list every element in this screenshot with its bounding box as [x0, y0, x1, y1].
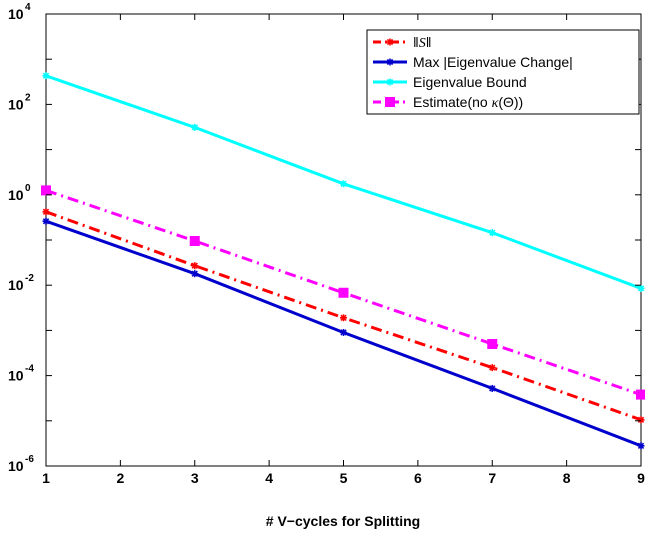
y-tick-base: 10 [8, 96, 24, 112]
legend-entry: Max |Eigenvalue Change| [373, 54, 573, 70]
x-tick-label: 5 [340, 470, 348, 486]
y-tick-exponent: -4 [25, 364, 34, 375]
x-tick-label: 4 [265, 470, 273, 486]
legend-entry: Estimate(no κ(Θ)) [373, 94, 523, 111]
series-2 [42, 72, 645, 292]
legend-box [366, 29, 640, 115]
y-tick-label: 10 -4 [8, 364, 34, 384]
y-tick-base: 10 [8, 6, 24, 22]
data-point [191, 270, 199, 278]
data-point [340, 328, 347, 336]
y-tick-exponent: 2 [25, 92, 31, 103]
x-tick-label: 6 [414, 470, 422, 486]
data-point [637, 442, 645, 450]
y-tick-label: 10 -2 [8, 273, 34, 293]
x-tick-label: 9 [637, 470, 645, 486]
legend-label: Eigenvalue Bound [413, 74, 527, 90]
legend-entry: Eigenvalue Bound [373, 74, 527, 90]
legend-swatch-marker [386, 58, 394, 66]
y-tick-label: 10 -6 [8, 454, 34, 474]
data-point [191, 262, 199, 270]
data-point [42, 217, 50, 225]
legend-swatch-marker [385, 97, 395, 107]
y-tick-label: 10 2 [8, 92, 31, 112]
legend-swatch-marker [386, 38, 394, 46]
data-point [189, 236, 200, 247]
y-tick-exponent: -2 [25, 273, 34, 284]
legend-entry: ‖S‖ [373, 34, 432, 51]
data-point [636, 389, 645, 400]
data-point [191, 123, 199, 131]
x-tick-label: 7 [488, 470, 496, 486]
y-tick-base: 10 [8, 277, 24, 293]
legend-swatch-marker [386, 78, 394, 86]
data-point [42, 208, 50, 216]
x-axis-label: # V−cycles for Splitting [266, 513, 420, 529]
data-point [340, 180, 347, 188]
series-layer [41, 72, 645, 450]
data-point [487, 339, 498, 350]
data-point [42, 72, 50, 80]
legend-label: Max |Eigenvalue Change| [413, 54, 573, 70]
data-point [637, 416, 645, 424]
data-point [488, 364, 496, 372]
y-tick-exponent: 0 [25, 183, 31, 194]
x-tick-label: 1 [42, 470, 50, 486]
x-tick-label: 8 [563, 470, 571, 486]
y-tick-base: 10 [8, 368, 24, 384]
y-tick-label: 10 4 [8, 2, 31, 22]
data-point [488, 229, 496, 237]
y-tick-label: 10 0 [8, 183, 31, 203]
x-tick-label: 2 [116, 470, 124, 486]
series-1 [42, 217, 645, 450]
x-tick-label: 3 [191, 470, 199, 486]
data-point [338, 287, 349, 298]
y-tick-base: 10 [8, 458, 24, 474]
data-point [41, 185, 51, 196]
data-point [340, 314, 347, 322]
y-tick-exponent: 4 [25, 2, 31, 13]
series-0 [42, 208, 645, 424]
y-tick-base: 10 [8, 187, 24, 203]
y-tick-exponent: -6 [25, 454, 34, 465]
data-point [488, 384, 496, 392]
data-point [637, 284, 645, 292]
legend-label: Estimate(no κ(Θ)) [413, 94, 523, 111]
legend: ‖S‖ Max |Eigenvalue Change| Eigenvalue Bou… [366, 29, 640, 115]
legend-label: ‖S‖ [413, 34, 432, 51]
